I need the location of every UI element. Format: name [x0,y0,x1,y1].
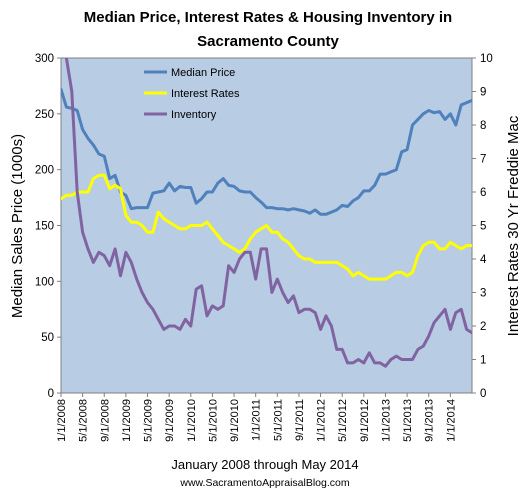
y-left-tick-label: 200 [35,165,54,177]
y-axis-right-label: Interest Rates 30 Yr Freddie Mac [505,115,522,336]
y-right-tick-label: 3 [480,288,486,300]
x-tick-label: 5/1/2012 [337,399,349,442]
chart-title-line-2: Sacramento County [197,33,339,50]
x-tick-label: 1/1/2012 [316,399,328,442]
x-tick-label: 5/1/2011 [272,399,284,441]
y-right-tick-label: 0 [480,388,486,400]
x-tick-label: 1/1/2014 [445,399,457,442]
x-tick-label: 1/1/2013 [380,399,392,442]
x-tick-label: 1/1/2008 [56,399,68,442]
x-tick-label: 5/1/2008 [78,399,90,442]
x-tick-label: 5/1/2013 [402,399,414,442]
y-left-tick-label: 50 [41,332,54,344]
legend-label-median-price: Median Price [171,67,235,79]
series-line-inventory [64,58,472,368]
x-tick-label: 1/1/2011 [251,399,263,441]
series-lines [61,58,472,368]
y-axis-left-label: Median Sales Price (1000s) [9,134,26,318]
y-left-tick-label: 300 [35,53,54,65]
x-tick-label: 1/1/2009 [121,399,133,442]
x-tick-label: 9/1/2009 [164,399,176,442]
x-tick-label: 9/1/2011 [294,399,306,441]
y-right-tick-label: 10 [480,53,493,65]
x-tick-label: 9/1/2010 [229,399,241,442]
left-axis-ticks: 0 50 100 150 200 250 300 [35,53,61,400]
x-axis-label: January 2008 through May 2014 [171,457,358,472]
y-right-tick-label: 1 [480,355,486,367]
x-tick-label: 1/1/2010 [186,399,198,442]
legend: Median Price Interest Rates Inventory [144,67,240,121]
y-right-tick-label: 7 [480,154,486,166]
y-left-tick-label: 150 [35,221,54,233]
legend-label-inventory: Inventory [171,109,217,121]
y-left-tick-label: 100 [35,276,54,288]
y-left-tick-label: 250 [35,109,54,121]
y-right-tick-label: 2 [480,321,486,333]
y-right-tick-label: 6 [480,187,486,199]
y-right-tick-label: 9 [480,87,486,99]
legend-label-interest-rates: Interest Rates [171,88,240,100]
x-tick-label: 5/1/2010 [207,399,219,442]
right-axis-ticks: 0 1 2 3 4 5 6 7 8 9 10 [472,53,493,400]
y-right-tick-label: 8 [480,120,486,132]
y-left-tick-label: 0 [48,388,54,400]
chart-title-line-1: Median Price, Interest Rates & Housing I… [84,9,452,26]
series-line-interest-rates [61,173,472,281]
x-tick-label: 5/1/2009 [143,399,155,442]
y-right-tick-label: 5 [480,221,486,233]
x-tick-label: 9/1/2013 [424,399,436,442]
x-axis-ticks: 1/1/2008 5/1/2008 9/1/2008 1/1/2009 5/1/2009… [56,393,457,442]
x-tick-label: 9/1/2012 [359,399,371,442]
x-tick-label: 9/1/2008 [99,399,111,442]
series-line-median-price [61,87,472,216]
source-url: www.SacramentoAppraisalBlog.com [179,477,349,489]
y-right-tick-label: 4 [480,254,487,266]
